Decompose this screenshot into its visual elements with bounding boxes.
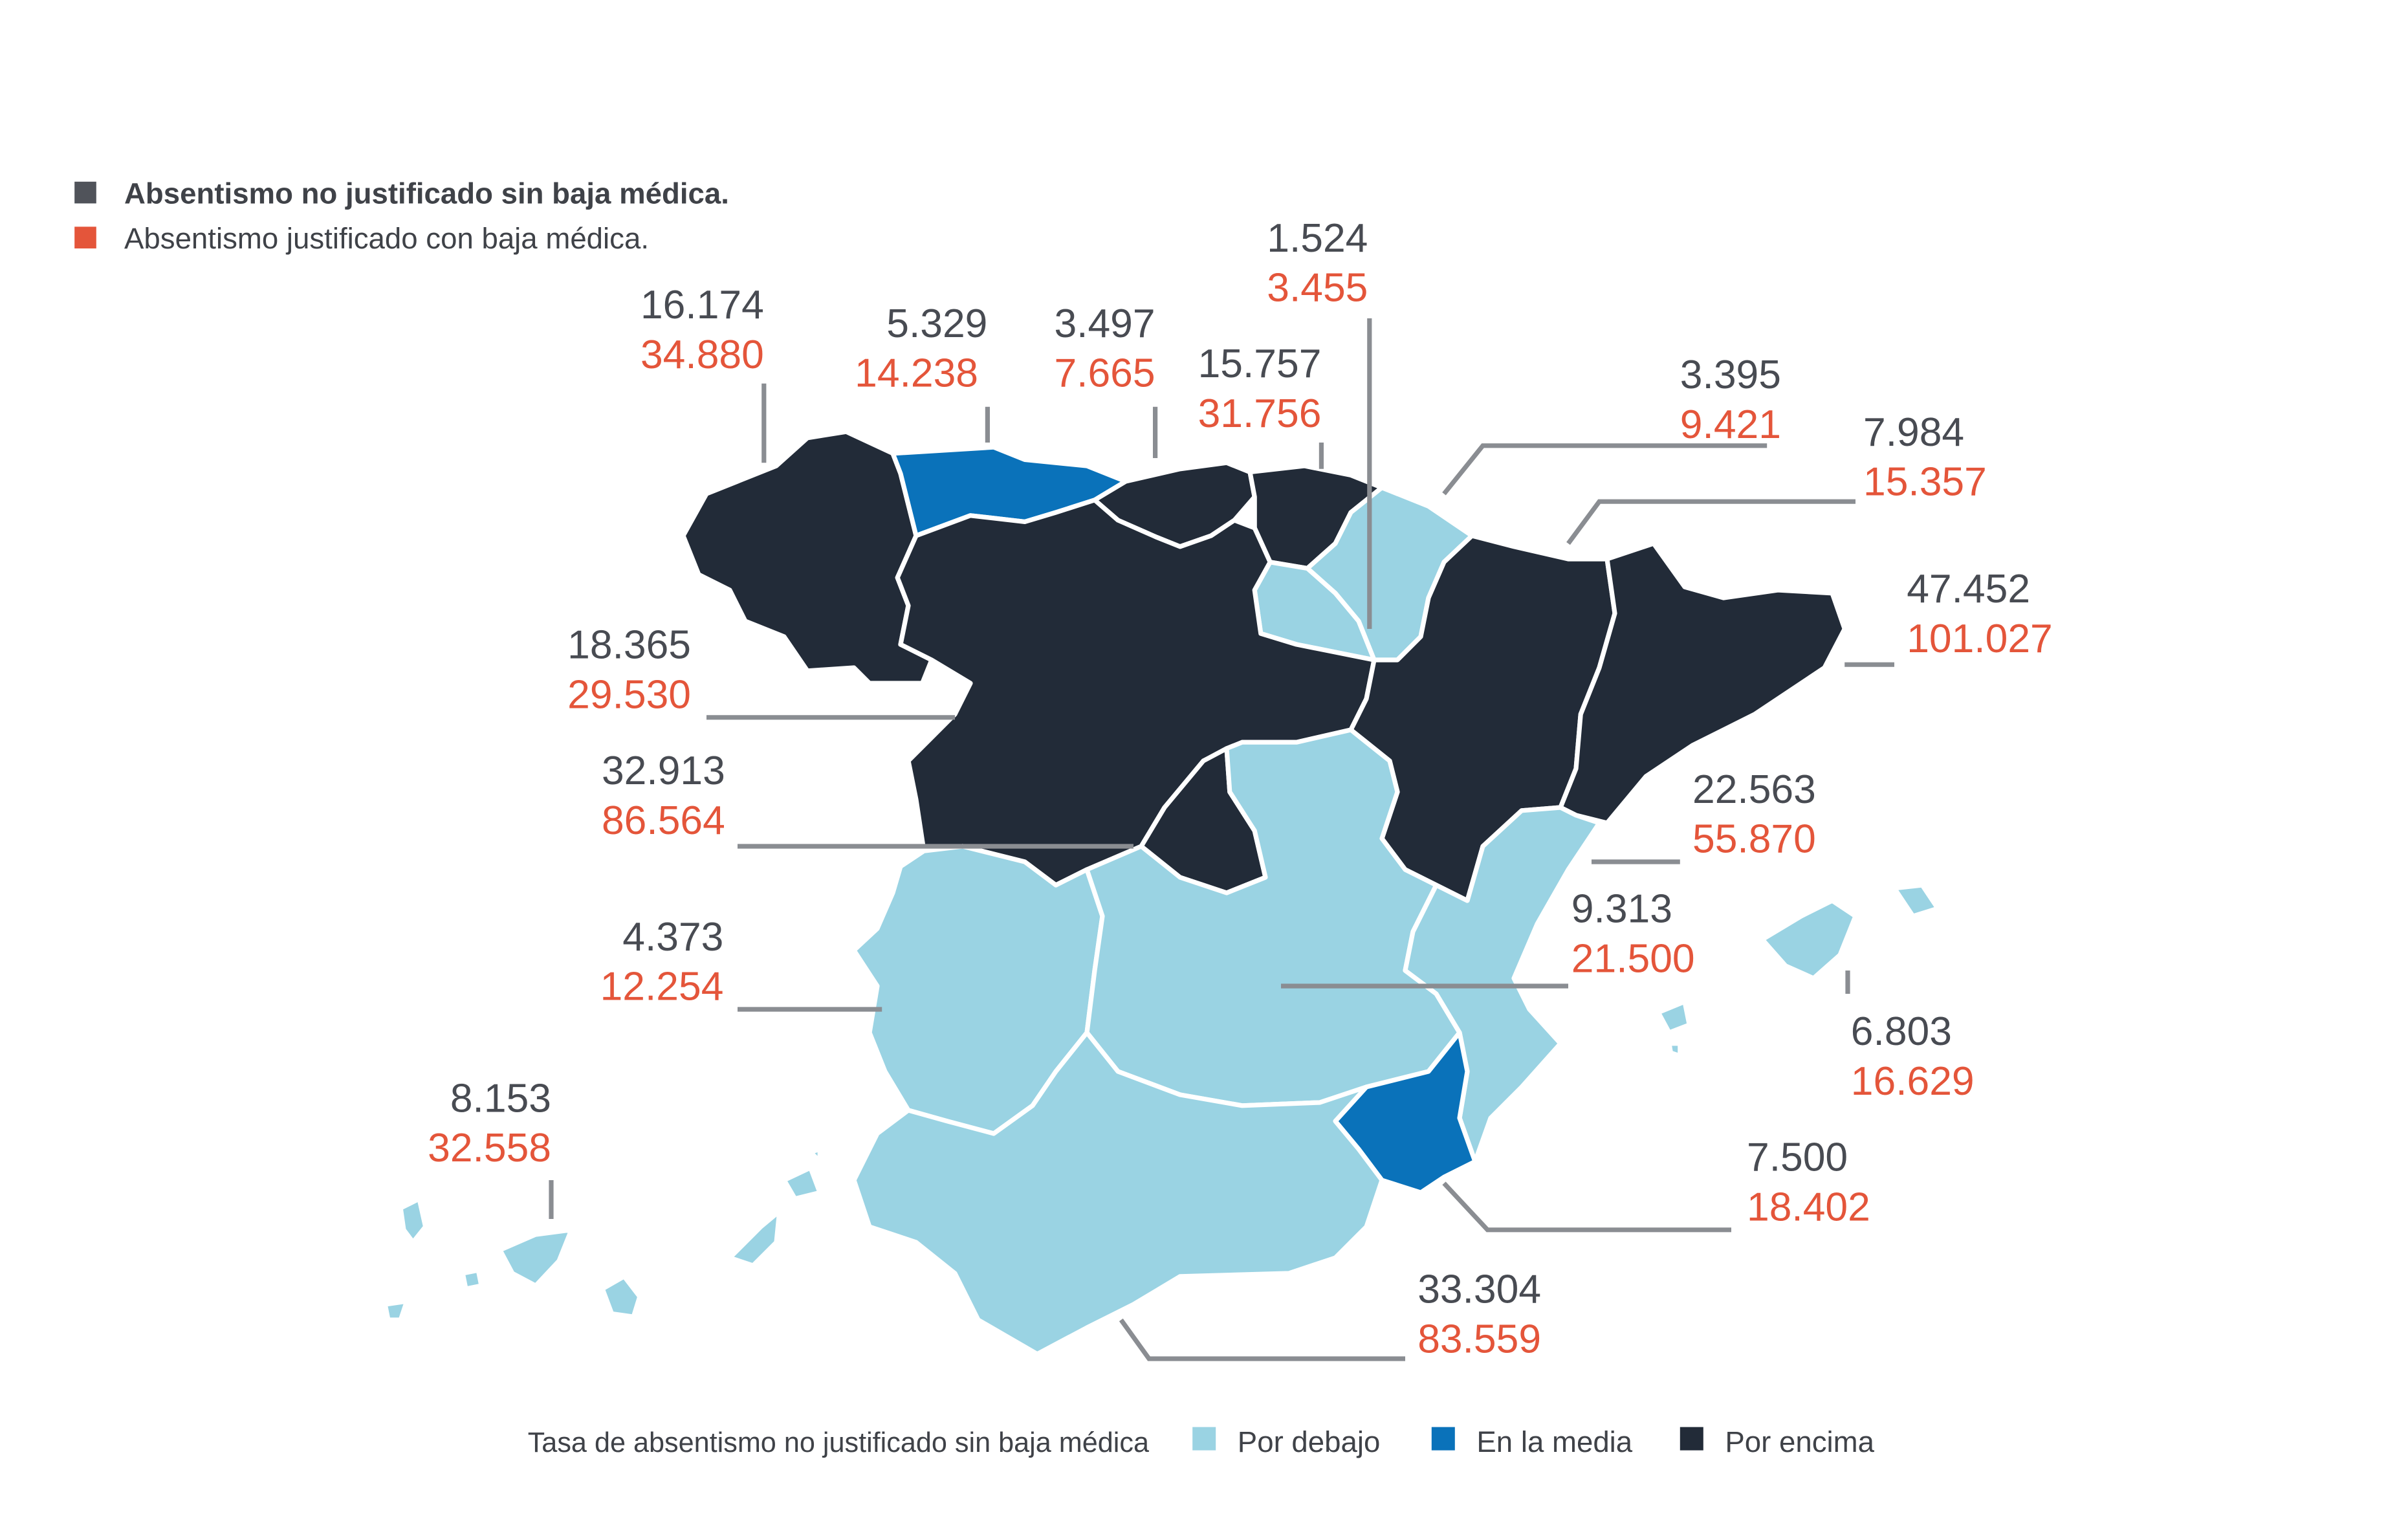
- key-swatch-unjustified: [74, 181, 96, 204]
- navarra-justified: 9.421: [1680, 402, 1781, 447]
- cantabria-justified: 7.665: [1054, 351, 1155, 396]
- galicia-unjustified: 16.174: [640, 283, 764, 327]
- legend-label-below: Por debajo: [1238, 1425, 1381, 1458]
- leader-lines: [549, 318, 1895, 1361]
- galicia-justified: 34.880: [640, 333, 764, 377]
- asturias-justified: 14.238: [855, 351, 978, 396]
- castilla-la-mancha-unjustified: 9.313: [1571, 887, 1672, 932]
- murcia-unjustified: 7.500: [1747, 1136, 1848, 1180]
- castilla-y-leon-justified: 29.530: [567, 672, 691, 717]
- cataluna-unjustified: 47.452: [1907, 567, 2030, 611]
- madrid-unjustified: 32.913: [602, 749, 725, 793]
- aragon-justified: 15.357: [1863, 460, 1987, 505]
- andalucia-justified: 83.559: [1417, 1317, 1541, 1361]
- cataluna-justified: 101.027: [1907, 617, 2053, 661]
- comunidad-valenciana-unjustified: 22.563: [1692, 767, 1816, 812]
- andalucia-unjustified: 33.304: [1417, 1267, 1541, 1312]
- canarias-unjustified: 8.153: [450, 1076, 551, 1121]
- pais-vasco-justified: 31.756: [1198, 391, 1322, 436]
- regions: [681, 429, 1847, 1357]
- key-label-justified: Absentismo justificado con baja médica.: [124, 222, 649, 255]
- legend-label-above: Por encima: [1725, 1425, 1874, 1458]
- cantabria-unjustified: 3.497: [1054, 302, 1155, 346]
- castilla-y-leon-unjustified: 18.365: [567, 623, 691, 668]
- legend-title: Tasa de absentismo no justificado sin ba…: [528, 1427, 1150, 1458]
- legend-swatch-average: [1431, 1427, 1455, 1451]
- baleares-justified: 16.629: [1851, 1059, 1975, 1104]
- asturias-unjustified: 5.329: [886, 302, 987, 346]
- la-rioja-unjustified: 1.524: [1267, 216, 1368, 261]
- region-andalucia: [851, 1030, 1385, 1357]
- navarra-unjustified: 3.395: [1680, 353, 1781, 397]
- la-rioja-justified: 3.455: [1267, 266, 1368, 311]
- region-baleares: [1656, 883, 1940, 1059]
- murcia-justified: 18.402: [1747, 1185, 1870, 1229]
- canarias-justified: 32.558: [428, 1126, 551, 1170]
- aragon-unjustified: 7.984: [1863, 410, 1964, 455]
- legend-swatch-above: [1680, 1427, 1703, 1451]
- region-canarias: [382, 1146, 822, 1322]
- legend-swatch-below: [1192, 1427, 1216, 1451]
- value-labels: 16.174 34.880 5.329 14.238 3.497 7.665 1…: [428, 216, 2053, 1362]
- region-galicia: [681, 429, 934, 686]
- legend-label-average: En la media: [1476, 1425, 1632, 1458]
- legend: Tasa de absentismo no justificado sin ba…: [528, 1425, 1875, 1458]
- castilla-la-mancha-justified: 21.500: [1571, 936, 1695, 981]
- key-swatch-justified: [74, 226, 96, 248]
- region-cataluna: [1558, 541, 1847, 826]
- top-key: Absentismo no justificado sin baja médic…: [74, 177, 729, 255]
- baleares-unjustified: 6.803: [1851, 1009, 1952, 1054]
- pais-vasco-unjustified: 15.757: [1198, 342, 1322, 386]
- madrid-justified: 86.564: [602, 798, 725, 843]
- extremadura-unjustified: 4.373: [622, 915, 723, 960]
- comunidad-valenciana-justified: 55.870: [1692, 817, 1816, 862]
- key-label-unjustified: Absentismo no justificado sin baja médic…: [124, 177, 729, 210]
- extremadura-justified: 12.254: [600, 965, 724, 1009]
